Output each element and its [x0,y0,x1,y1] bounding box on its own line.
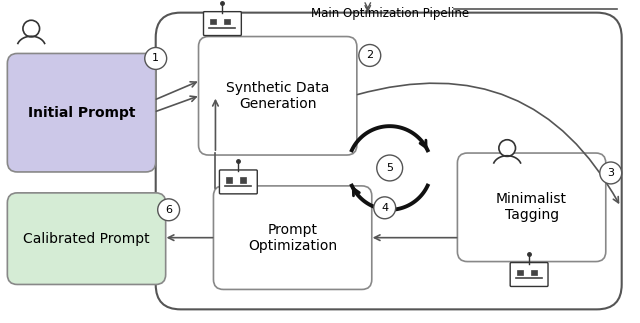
FancyBboxPatch shape [517,270,523,275]
Text: 5: 5 [386,163,393,173]
Text: Minimalist
Tagging: Minimalist Tagging [496,192,567,223]
Text: 6: 6 [165,205,172,215]
Circle shape [23,20,40,37]
Text: Synthetic Data
Generation: Synthetic Data Generation [226,81,330,111]
Circle shape [600,162,621,184]
FancyBboxPatch shape [156,13,621,309]
Text: Calibrated Prompt: Calibrated Prompt [23,232,150,246]
Text: 2: 2 [366,50,373,60]
Circle shape [374,197,396,219]
FancyBboxPatch shape [211,19,216,25]
Circle shape [377,155,403,181]
FancyBboxPatch shape [531,270,537,275]
FancyBboxPatch shape [7,54,156,172]
FancyBboxPatch shape [204,12,241,36]
FancyBboxPatch shape [458,153,606,262]
Text: 4: 4 [381,203,388,213]
FancyBboxPatch shape [220,170,257,194]
Text: Prompt
Optimization: Prompt Optimization [248,223,337,253]
Circle shape [145,47,166,69]
Circle shape [359,45,381,67]
Text: 3: 3 [607,168,614,178]
FancyBboxPatch shape [7,193,166,285]
Text: Initial Prompt: Initial Prompt [28,106,135,120]
FancyBboxPatch shape [225,19,230,25]
Circle shape [499,140,515,156]
Text: 1: 1 [152,53,159,63]
FancyBboxPatch shape [510,263,548,287]
FancyBboxPatch shape [241,177,246,183]
FancyBboxPatch shape [214,186,372,289]
Circle shape [157,199,180,221]
Text: Main Optimization Pipeline: Main Optimization Pipeline [310,7,468,20]
FancyBboxPatch shape [227,177,232,183]
FancyBboxPatch shape [198,36,357,155]
